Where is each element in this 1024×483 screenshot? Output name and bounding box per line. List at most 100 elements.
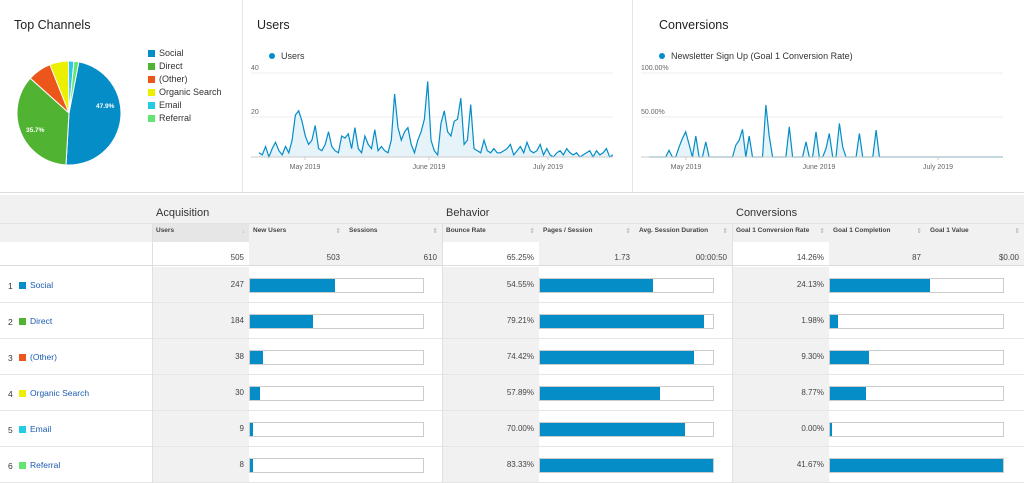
channel-link[interactable]: (Other) xyxy=(30,352,57,362)
legend-label: Direct xyxy=(159,61,183,71)
row-bar-track xyxy=(539,278,714,293)
column-header-avg-session-duration[interactable]: Avg. Session Duration ⇕ xyxy=(635,223,732,242)
column-header-label: Bounce Rate xyxy=(446,227,486,234)
column-header-users[interactable]: Users ↓ xyxy=(152,223,249,242)
row-bar-track xyxy=(249,278,424,293)
row-value-users: 9 xyxy=(152,411,249,446)
pie-slice-referral[interactable] xyxy=(68,60,80,114)
legend-swatch-icon xyxy=(148,63,155,70)
column-header-label: Goal 1 Value xyxy=(930,227,969,234)
channel-swatch-icon xyxy=(19,354,26,361)
column-header-goal-1-completion[interactable]: Goal 1 Completion ⇕ xyxy=(829,223,926,242)
row-bar-track xyxy=(539,458,714,473)
row-bar-track xyxy=(539,386,714,401)
top-channels-pie: 47.9% 35.7% xyxy=(16,60,122,166)
sort-arrow-icon[interactable]: ⇕ xyxy=(916,228,922,235)
top-channels-title: Top Channels xyxy=(14,18,91,32)
legend-label: Social xyxy=(159,48,184,58)
sort-arrow-icon[interactable]: ⇕ xyxy=(819,228,825,235)
conversions-series-legend: Newsletter Sign Up (Goal 1 Conversion Ra… xyxy=(659,51,853,61)
conversions-line-chart: 100.00% 50.00% May 2019 June 2019 July 2019 xyxy=(641,65,1003,171)
series-line[interactable] xyxy=(649,104,1003,158)
column-header-bounce-rate[interactable]: Bounce Rate ⇕ xyxy=(442,223,539,242)
users-line-chart: 40 20 May 2019 June 2019 July 2019 xyxy=(251,65,614,171)
legend-label: Organic Search xyxy=(159,87,222,97)
sort-arrow-icon[interactable]: ⇕ xyxy=(432,228,438,235)
row-index: 3 xyxy=(8,353,13,363)
pie-slice-direct[interactable] xyxy=(16,77,70,166)
top-channels-panel: Top Channels 47.9% 35.7% Social Direct (Oth… xyxy=(0,0,243,193)
column-header-label: New Users xyxy=(253,227,287,234)
column-header-sessions[interactable]: Sessions ⇕ xyxy=(345,223,442,242)
row-bar-fill xyxy=(830,459,1003,472)
row-value-users: 30 xyxy=(152,375,249,410)
legend-item[interactable]: Direct xyxy=(148,60,222,73)
y-tick-label: 40 xyxy=(251,65,259,72)
channel-link[interactable]: Email xyxy=(30,424,52,434)
channel-link[interactable]: Direct xyxy=(30,316,53,326)
channel-link[interactable]: Organic Search xyxy=(30,388,90,398)
x-tick-label: June 2019 xyxy=(413,164,446,171)
row-bar-fill xyxy=(830,315,839,328)
x-tick-label: May 2019 xyxy=(671,164,702,171)
row-value-users: 38 xyxy=(152,339,249,374)
row-bar-track xyxy=(829,278,1004,293)
row-bar-track xyxy=(249,422,424,437)
group-behavior: Behavior xyxy=(442,195,732,223)
legend-item[interactable]: Referral xyxy=(148,112,222,125)
legend-swatch-icon xyxy=(148,89,155,96)
x-tick-label: May 2019 xyxy=(290,164,321,171)
total-value: 00:00:50 xyxy=(635,242,732,266)
channel-swatch-icon xyxy=(19,426,26,433)
row-index: 1 xyxy=(8,281,13,291)
group-conversions: Conversions xyxy=(732,195,1024,223)
total-value: 503 xyxy=(249,242,345,266)
legend-label: Referral xyxy=(159,113,192,123)
row-bar-track xyxy=(829,386,1004,401)
sort-arrow-icon[interactable]: ↓ xyxy=(241,228,245,235)
column-header-pages-session[interactable]: Pages / Session ⇕ xyxy=(539,223,635,242)
conversions-title: Conversions xyxy=(659,18,729,32)
table-row: 1 Social 247 54.55% 24.13% xyxy=(0,267,1024,303)
sort-arrow-icon[interactable]: ⇕ xyxy=(625,228,631,235)
sort-arrow-icon[interactable]: ⇕ xyxy=(1014,228,1020,235)
row-index: 2 xyxy=(8,317,13,327)
legend-swatch-icon xyxy=(148,76,155,83)
column-header-new-users[interactable]: New Users ⇕ xyxy=(249,223,345,242)
legend-item[interactable]: Social xyxy=(148,47,222,60)
pie-slice-social[interactable] xyxy=(65,61,122,166)
row-bar-fill xyxy=(250,315,313,328)
row-bar-track xyxy=(539,350,714,365)
x-tick-label: July 2019 xyxy=(923,164,953,171)
x-tick-label: July 2019 xyxy=(533,164,563,171)
row-bar-fill xyxy=(540,387,661,400)
users-series-legend: Users xyxy=(269,51,305,61)
sort-arrow-icon[interactable]: ⇕ xyxy=(529,228,535,235)
series-line[interactable] xyxy=(258,81,614,159)
column-header-goal-1-value[interactable]: Goal 1 Value ⇕ xyxy=(926,223,1024,242)
legend-swatch-icon xyxy=(148,102,155,109)
row-bar-fill xyxy=(250,279,335,292)
column-header-label: Sessions xyxy=(349,227,378,234)
totals-blank xyxy=(0,242,152,266)
row-bar-fill xyxy=(830,279,931,292)
legend-item[interactable]: Email xyxy=(148,99,222,112)
row-value-bounce: 79.21% xyxy=(442,303,539,338)
row-value-bounce: 54.55% xyxy=(442,267,539,302)
row-value-conv: 24.13% xyxy=(732,267,829,302)
series-dot-icon xyxy=(269,53,275,59)
channel-link[interactable]: Referral xyxy=(30,460,61,470)
sort-arrow-icon[interactable]: ⇕ xyxy=(335,228,341,235)
pie-label-direct: 35.7% xyxy=(26,127,45,134)
series-area xyxy=(259,81,613,157)
row-bar-track xyxy=(829,314,1004,329)
channel-swatch-icon xyxy=(19,282,26,289)
column-header-goal-1-conversion-rate[interactable]: Goal 1 Conversion Rate ⇕ xyxy=(732,223,829,242)
legend-item[interactable]: Organic Search xyxy=(148,86,222,99)
channel-link[interactable]: Social xyxy=(30,280,54,290)
total-value: 14.26% xyxy=(732,242,829,266)
sort-arrow-icon[interactable]: ⇕ xyxy=(722,228,728,235)
legend-item[interactable]: (Other) xyxy=(148,73,222,86)
row-value-conv: 0.00% xyxy=(732,411,829,446)
row-bar-fill xyxy=(830,387,867,400)
